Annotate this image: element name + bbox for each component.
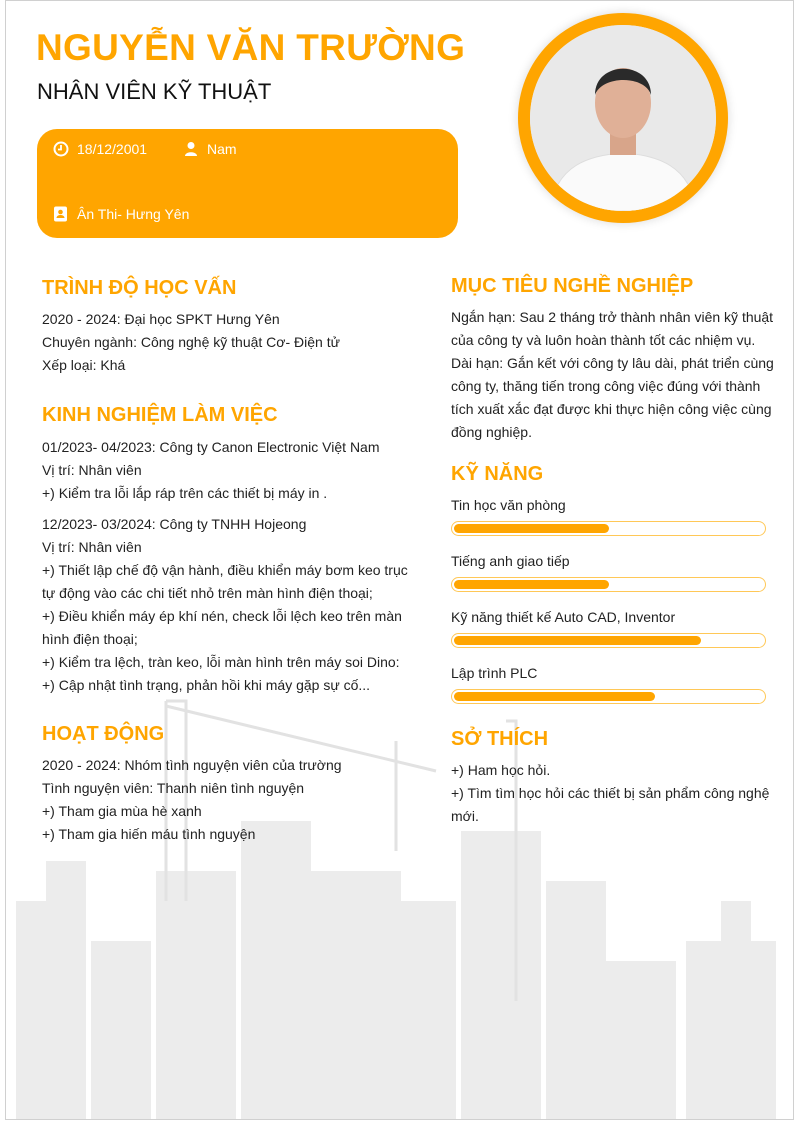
education-line: Xếp loại: Khá: [42, 357, 126, 373]
user-icon: [185, 142, 197, 156]
education-heading: TRÌNH ĐỘ HỌC VẤN: [42, 277, 237, 299]
education-line: 2020 - 2024: Đại học SPKT Hưng Yên: [42, 311, 280, 327]
hobby-line: +) Ham học hỏi.: [451, 762, 551, 778]
skill-bar: [451, 633, 766, 648]
job-line: +) Kiểm tra lỗi lắp ráp trên các thiết b…: [42, 485, 328, 501]
personal-info-box: 18/12/2001 Nam Ân Thi- Hưng Yên: [37, 129, 458, 238]
activity-line: +) Tham gia mùa hè xanh: [42, 803, 202, 819]
education-line: Chuyên ngành: Công nghệ kỹ thuật Cơ- Điệ…: [42, 334, 340, 350]
job-entry: 12/2023- 03/2024: Công ty TNHH Hojeong V…: [42, 513, 422, 697]
skill-label: Lập trình PLC: [451, 665, 538, 681]
hobbies-heading: SỞ THÍCH: [451, 728, 549, 750]
person-portrait-image: [530, 25, 716, 211]
skill-bar: [451, 689, 766, 704]
objective-section: MỤC TIÊU NGHỀ NGHIỆP Ngắn hạn: Sau 2 thá…: [451, 275, 776, 444]
activity-line: Tình nguyện viên: Thanh niên tình nguyện: [42, 780, 305, 796]
hobbies-section: SỞ THÍCH +) Ham học hỏi. +) Tìm tìm học …: [451, 728, 776, 828]
hobby-line: +) Tìm tìm học hỏi các thiết bị sản phẩm…: [451, 785, 770, 824]
birthday-info: 18/12/2001: [53, 141, 147, 157]
candidate-name: NGUYỄN VĂN TRƯỜNG: [36, 27, 466, 68]
skill-item: Lập trình PLC: [451, 663, 776, 704]
skill-bar-fill: [454, 580, 609, 589]
activities-section: HOẠT ĐỘNG 2020 - 2024: Nhóm tình nguyện …: [42, 723, 422, 846]
skill-bar-fill: [454, 524, 609, 533]
skill-bar: [451, 521, 766, 536]
skill-item: Tin học văn phòng: [451, 495, 776, 536]
job-entry: 01/2023- 04/2023: Công ty Canon Electron…: [42, 436, 422, 505]
objective-heading: MỤC TIÊU NGHỀ NGHIỆP: [451, 275, 694, 297]
skill-bar-fill: [454, 692, 655, 701]
clock-icon: [53, 141, 69, 157]
job-line: +) Điều khiển máy ép khí nén, check lỗi …: [42, 608, 402, 647]
skills-heading: KỸ NĂNG: [451, 463, 544, 485]
job-line: +) Cập nhật tình trạng, phản hồi khi máy…: [42, 677, 371, 693]
skill-bar: [451, 577, 766, 592]
experience-heading: KINH NGHIỆM LÀM VIỆC: [42, 404, 278, 426]
experience-section: KINH NGHIỆM LÀM VIỆC 01/2023- 04/2023: C…: [42, 404, 422, 697]
objective-line: Ngắn hạn: Sau 2 tháng trở thành nhân viê…: [451, 309, 774, 348]
city-background-illustration: [16, 699, 776, 1119]
gender-value: Nam: [207, 141, 237, 157]
activities-heading: HOẠT ĐỘNG: [42, 723, 165, 745]
skills-section: KỸ NĂNG Tin học văn phòng Tiếng anh giao…: [451, 463, 776, 719]
address-info: Ân Thi- Hưng Yên: [53, 206, 189, 222]
cv-page: NGUYỄN VĂN TRƯỜNG NHÂN VIÊN KỸ THUẬT 18/…: [5, 0, 794, 1120]
activity-line: 2020 - 2024: Nhóm tình nguyện viên của t…: [42, 757, 342, 773]
job-title: NHÂN VIÊN KỸ THUẬT: [37, 79, 272, 104]
profile-photo: [518, 13, 728, 223]
skill-label: Kỹ năng thiết kế Auto CAD, Inventor: [451, 609, 676, 625]
job-line: Vị trí: Nhân viên: [42, 462, 142, 478]
job-line: Vị trí: Nhân viên: [42, 539, 142, 555]
activity-line: +) Tham gia hiến máu tình nguyện: [42, 826, 256, 842]
skill-item: Kỹ năng thiết kế Auto CAD, Inventor: [451, 607, 776, 648]
skill-label: Tiếng anh giao tiếp: [451, 553, 570, 569]
job-line: +) Kiểm tra lệch, tràn keo, lỗi màn hình…: [42, 654, 400, 670]
birthday-value: 18/12/2001: [77, 141, 148, 157]
job-line: 01/2023- 04/2023: Công ty Canon Electron…: [42, 439, 380, 455]
education-section: TRÌNH ĐỘ HỌC VẤN 2020 - 2024: Đại học SP…: [42, 277, 422, 377]
gender-info: Nam: [183, 141, 237, 157]
objective-line: Dài hạn: Gắn kết với công ty lâu dài, ph…: [451, 355, 774, 440]
skill-label: Tin học văn phòng: [451, 497, 566, 513]
job-line: +) Thiết lập chế độ vận hành, điều khiển…: [42, 562, 408, 601]
job-line: 12/2023- 03/2024: Công ty TNHH Hojeong: [42, 516, 307, 532]
address-book-icon: [54, 206, 67, 222]
address-value: Ân Thi- Hưng Yên: [77, 206, 190, 222]
skill-bar-fill: [454, 636, 702, 645]
skill-item: Tiếng anh giao tiếp: [451, 551, 776, 592]
